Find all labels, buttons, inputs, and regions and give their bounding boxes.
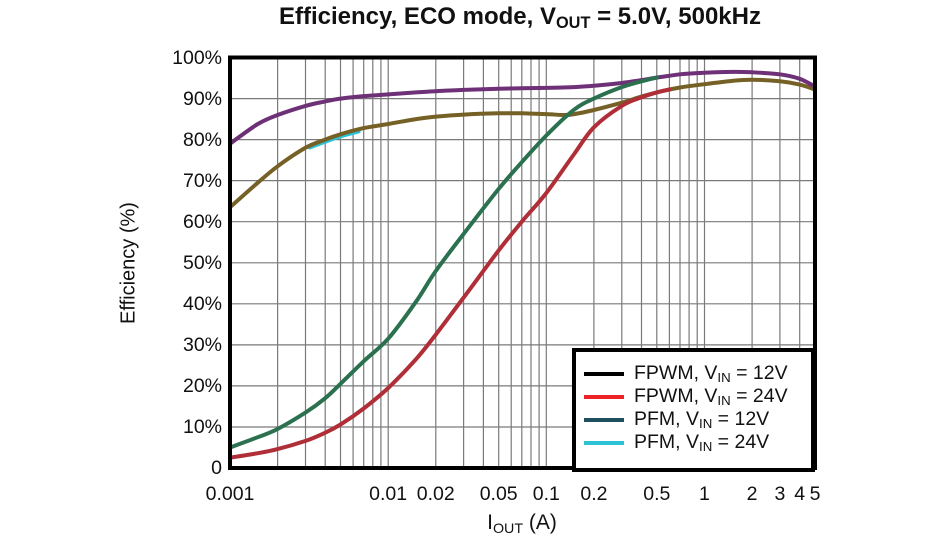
legend-item: FPWM, VIN = 24V bbox=[584, 385, 811, 408]
y-tick-label: 30% bbox=[182, 333, 222, 356]
legend: FPWM, VIN = 12V FPWM, VIN = 24V PFM, VIN =… bbox=[572, 348, 815, 472]
x-tick-label: 0.5 bbox=[643, 483, 671, 505]
legend-label: FPWM, VIN = 12V bbox=[634, 361, 788, 385]
x-tick-label: 0.1 bbox=[532, 483, 560, 505]
data-curves bbox=[231, 69, 814, 460]
y-tick-label: 90% bbox=[182, 87, 222, 110]
x-tick-label: 4 bbox=[794, 483, 806, 505]
legend-swatch bbox=[584, 417, 624, 422]
x-tick-label: 5 bbox=[809, 483, 821, 505]
x-axis-title: IOUT (A) bbox=[487, 511, 557, 537]
x-tick-label: 3 bbox=[774, 483, 786, 505]
curve-pfm-vin-12v bbox=[231, 69, 814, 146]
legend-item: PFM, VIN = 24V bbox=[584, 431, 811, 454]
y-tick-label: 20% bbox=[182, 374, 222, 397]
legend-label: FPWM, VIN = 24V bbox=[634, 384, 788, 408]
chart-title: Efficiency, ECO mode, VOUT = 5.0V, 500kH… bbox=[279, 3, 761, 33]
y-tick-label: 60% bbox=[182, 210, 222, 233]
x-tick-label: 0.02 bbox=[416, 483, 455, 505]
x-tick-label: 0.01 bbox=[369, 483, 408, 505]
curve-fpwm-vin-12v bbox=[231, 75, 659, 450]
legend-swatch bbox=[584, 394, 624, 399]
legend-swatch bbox=[584, 440, 624, 445]
legend-label: PFM, VIN = 12V bbox=[634, 407, 770, 431]
legend-swatch bbox=[584, 371, 624, 376]
y-tick-label: 80% bbox=[182, 128, 222, 151]
legend-item: PFM, VIN = 12V bbox=[584, 408, 811, 431]
x-tick-label: 0.001 bbox=[205, 483, 255, 505]
curve-fpwm-vin-24v bbox=[231, 87, 672, 460]
y-tick-label: 40% bbox=[182, 292, 222, 315]
curve-pfm-vin-24v bbox=[231, 77, 814, 210]
y-tick-label: 70% bbox=[182, 169, 222, 192]
x-tick-label: 2 bbox=[746, 483, 758, 505]
y-tick-label: 10% bbox=[182, 415, 222, 438]
x-tick-label: 0.2 bbox=[580, 483, 608, 505]
legend-item: FPWM, VIN = 12V bbox=[584, 362, 811, 385]
y-tick-label: 50% bbox=[182, 251, 222, 274]
y-tick-label: 0 bbox=[211, 457, 222, 479]
x-tick-label: 1 bbox=[699, 483, 710, 505]
y-tick-label: 100% bbox=[172, 46, 222, 69]
plot-border bbox=[228, 55, 817, 470]
x-tick-label: 0.05 bbox=[479, 483, 518, 505]
legend-label: PFM, VIN = 24V bbox=[634, 430, 770, 454]
